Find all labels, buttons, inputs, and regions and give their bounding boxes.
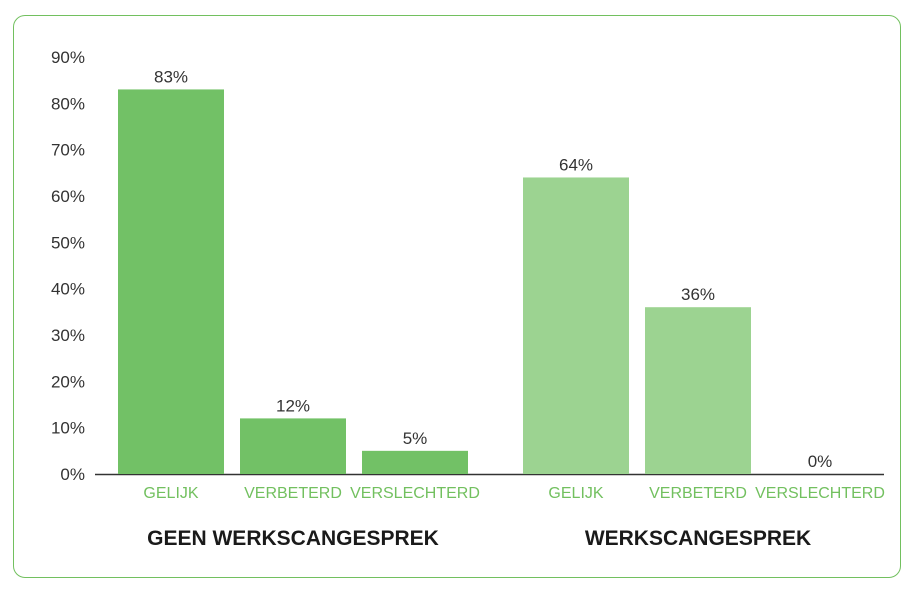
bar [118, 89, 224, 474]
data-label: 83% [154, 67, 188, 86]
y-tick-label: 40% [51, 280, 85, 299]
data-label: 36% [681, 285, 715, 304]
category-label: VERBETERD [649, 485, 747, 502]
chart-frame [13, 15, 901, 578]
y-tick-label: 70% [51, 141, 85, 160]
category-label: VERSLECHTERD [755, 485, 885, 502]
category-label: VERSLECHTERD [350, 485, 480, 502]
data-label: 64% [559, 155, 593, 174]
bar [240, 418, 346, 474]
data-label: 0% [808, 452, 833, 471]
y-tick-label: 60% [51, 187, 85, 206]
bar [523, 177, 629, 474]
category-label: GELIJK [548, 485, 603, 502]
group-label: WERKSCANGESPREK [585, 527, 811, 550]
y-tick-label: 10% [51, 419, 85, 438]
y-tick-label: 50% [51, 233, 85, 252]
y-tick-label: 20% [51, 372, 85, 391]
category-label: GELIJK [143, 485, 198, 502]
data-label: 12% [276, 396, 310, 415]
category-label: VERBETERD [244, 485, 342, 502]
bar [645, 307, 751, 474]
y-tick-label: 80% [51, 94, 85, 113]
y-tick-label: 0% [60, 465, 85, 484]
y-tick-label: 30% [51, 326, 85, 345]
y-tick-label: 90% [51, 48, 85, 67]
group-label: GEEN WERKSCANGESPREK [147, 527, 439, 550]
bar [362, 450, 468, 474]
data-label: 5% [403, 429, 428, 448]
